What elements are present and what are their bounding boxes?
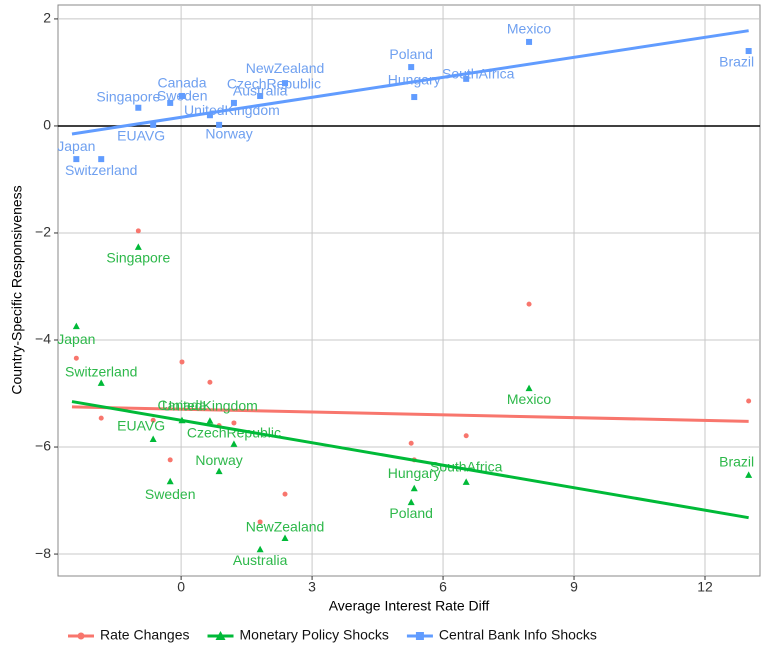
point	[745, 471, 753, 478]
trend-line	[71, 405, 749, 423]
legend-label: Central Bank Info Shocks	[439, 627, 597, 643]
point-label: Singapore	[96, 88, 160, 104]
point-label: Hungary	[388, 465, 441, 481]
point	[150, 417, 156, 423]
point	[257, 519, 263, 525]
point	[207, 379, 213, 385]
point-label: Singapore	[106, 250, 170, 266]
point	[408, 440, 414, 446]
point	[463, 75, 470, 82]
point	[167, 457, 173, 463]
x-tick-label: 0	[177, 579, 185, 595]
point	[166, 477, 174, 485]
point-label: Mexico	[507, 21, 552, 37]
point-label: Sweden	[145, 486, 196, 502]
y-tick-label: 0	[43, 117, 51, 133]
point	[135, 228, 141, 234]
y-tick-label: −6	[35, 438, 51, 454]
point	[179, 359, 185, 365]
point	[73, 156, 80, 163]
point-label: NewZealand	[246, 60, 325, 76]
trend-line	[71, 400, 749, 520]
point	[98, 415, 104, 421]
point	[281, 534, 289, 542]
point	[525, 384, 533, 392]
plot-background	[57, 4, 761, 577]
point	[215, 467, 223, 475]
x-tick-label: 3	[308, 579, 316, 595]
trend-line	[71, 29, 749, 136]
point-label: UnitedKingdom	[162, 398, 258, 414]
point	[745, 48, 752, 55]
point-label: Australia	[233, 552, 288, 568]
point-label: Japan	[57, 138, 95, 154]
point-label: CzechRepublic	[187, 425, 281, 441]
point	[746, 398, 752, 404]
x-tick-label: 9	[570, 579, 578, 595]
x-tick-label: 12	[697, 579, 713, 595]
x-axis-label: Average Interest Rate Diff	[329, 598, 490, 614]
point	[408, 64, 415, 71]
point-label: Norway	[195, 452, 242, 468]
point-label: Norway	[205, 126, 252, 142]
point-label: Poland	[389, 46, 433, 62]
point	[282, 80, 289, 87]
point-label: Switzerland	[65, 162, 137, 178]
point-label: EUAVG	[117, 128, 165, 144]
legend-marker	[415, 632, 424, 640]
point-label: Brazil	[719, 454, 754, 470]
point	[230, 99, 237, 106]
point-label: NewZealand	[246, 519, 325, 535]
point	[526, 301, 532, 307]
point-label: Japan	[57, 331, 95, 347]
point-label: Australia	[233, 83, 288, 99]
y-tick-label: 2	[43, 10, 51, 26]
point	[206, 417, 214, 424]
legend-label: Monetary Policy Shocks	[240, 627, 389, 643]
point	[411, 94, 418, 101]
x-tick-label: 6	[439, 579, 447, 595]
y-axis-label: Country-Specific Responsiveness	[9, 185, 25, 394]
point	[134, 243, 142, 250]
point	[462, 478, 470, 485]
point	[149, 435, 157, 443]
point	[167, 99, 174, 106]
point	[256, 545, 264, 553]
point	[282, 491, 288, 497]
point-label: Canada	[157, 397, 206, 413]
point-label: CzechRepublic	[227, 76, 321, 92]
point	[463, 433, 469, 439]
point	[410, 484, 418, 492]
point	[97, 379, 105, 386]
point-label: SouthAfrica	[430, 459, 503, 475]
point	[216, 121, 223, 128]
point-label: Mexico	[507, 391, 552, 407]
point	[150, 121, 157, 128]
legend-label: Rate Changes	[100, 627, 190, 643]
point-label: Poland	[389, 505, 433, 521]
y-tick-label: −2	[35, 224, 51, 240]
point-label: Switzerland	[65, 364, 137, 380]
point-label: Brazil	[719, 54, 754, 70]
point	[135, 104, 142, 111]
point-label: Canada	[157, 75, 206, 91]
legend-marker	[77, 632, 85, 640]
point	[72, 322, 80, 330]
point	[178, 92, 185, 99]
point	[230, 440, 238, 447]
point	[407, 498, 415, 506]
legend-marker	[215, 631, 226, 640]
point	[98, 156, 105, 163]
y-tick-label: −8	[35, 545, 51, 561]
point-label: EUAVG	[117, 418, 165, 434]
point	[73, 355, 79, 361]
point	[257, 92, 264, 99]
point	[206, 112, 213, 119]
y-tick-label: −4	[35, 331, 51, 347]
point	[526, 38, 533, 45]
point	[231, 420, 237, 426]
